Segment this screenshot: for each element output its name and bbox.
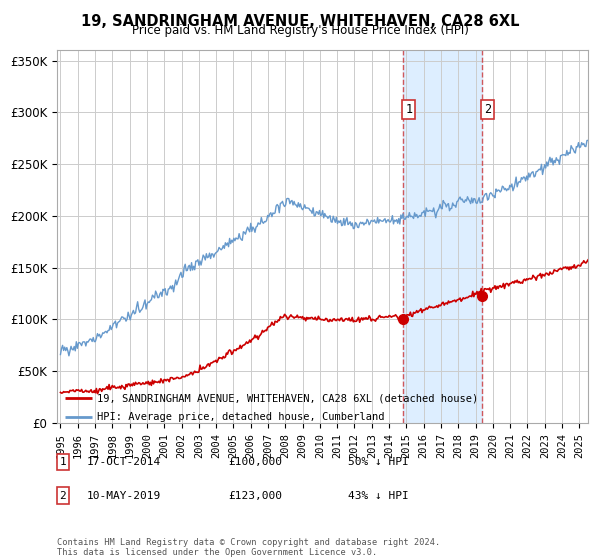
- Text: £123,000: £123,000: [228, 491, 282, 501]
- Text: 1: 1: [59, 457, 67, 467]
- Text: Contains HM Land Registry data © Crown copyright and database right 2024.
This d: Contains HM Land Registry data © Crown c…: [57, 538, 440, 557]
- Bar: [403, 50, 482, 423]
- Text: HPI: Average price, detached house, Cumberland: HPI: Average price, detached house, Cumb…: [97, 412, 385, 422]
- Text: 2: 2: [59, 491, 67, 501]
- Text: 19, SANDRINGHAM AVENUE, WHITEHAVEN, CA28 6XL (detached house): 19, SANDRINGHAM AVENUE, WHITEHAVEN, CA28…: [97, 393, 478, 403]
- Text: 2: 2: [484, 103, 491, 116]
- Text: 10-MAY-2019: 10-MAY-2019: [87, 491, 161, 501]
- Text: 19, SANDRINGHAM AVENUE, WHITEHAVEN, CA28 6XL: 19, SANDRINGHAM AVENUE, WHITEHAVEN, CA28…: [81, 14, 519, 29]
- Text: 17-OCT-2014: 17-OCT-2014: [87, 457, 161, 467]
- Text: Price paid vs. HM Land Registry's House Price Index (HPI): Price paid vs. HM Land Registry's House …: [131, 24, 469, 37]
- Text: 50% ↓ HPI: 50% ↓ HPI: [348, 457, 409, 467]
- Text: £100,000: £100,000: [228, 457, 282, 467]
- Text: 43% ↓ HPI: 43% ↓ HPI: [348, 491, 409, 501]
- Text: 1: 1: [406, 103, 412, 116]
